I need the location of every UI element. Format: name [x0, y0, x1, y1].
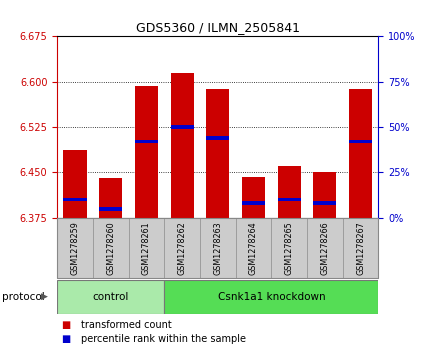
- Bar: [99, 207, 122, 211]
- Bar: [278, 166, 301, 218]
- Text: ■: ■: [62, 320, 71, 330]
- Text: ▶: ▶: [41, 292, 48, 301]
- Text: GSM1278266: GSM1278266: [320, 221, 330, 274]
- Text: transformed count: transformed count: [81, 320, 172, 330]
- Bar: [343, 218, 378, 278]
- Text: GSM1278267: GSM1278267: [356, 221, 365, 275]
- Bar: [57, 280, 164, 314]
- Bar: [206, 136, 229, 140]
- Bar: [99, 179, 122, 218]
- Text: GSM1278262: GSM1278262: [178, 221, 187, 275]
- Bar: [93, 218, 128, 278]
- Bar: [349, 140, 372, 143]
- Bar: [349, 89, 372, 218]
- Text: ■: ■: [62, 334, 71, 344]
- Bar: [200, 218, 236, 278]
- Bar: [236, 218, 271, 278]
- Bar: [128, 218, 164, 278]
- Text: GSM1278264: GSM1278264: [249, 221, 258, 274]
- Bar: [171, 125, 194, 129]
- Bar: [164, 280, 378, 314]
- Bar: [313, 201, 337, 205]
- Bar: [271, 218, 307, 278]
- Bar: [57, 218, 93, 278]
- Bar: [63, 198, 87, 201]
- Title: GDS5360 / ILMN_2505841: GDS5360 / ILMN_2505841: [136, 21, 300, 34]
- Bar: [63, 150, 87, 218]
- Text: Csnk1a1 knockdown: Csnk1a1 knockdown: [217, 292, 325, 302]
- Text: percentile rank within the sample: percentile rank within the sample: [81, 334, 246, 344]
- Text: GSM1278260: GSM1278260: [106, 221, 115, 274]
- Text: GSM1278265: GSM1278265: [285, 221, 293, 275]
- Text: protocol: protocol: [2, 291, 45, 302]
- Text: control: control: [92, 292, 129, 302]
- Text: GSM1278259: GSM1278259: [70, 221, 80, 275]
- Text: GSM1278261: GSM1278261: [142, 221, 151, 274]
- Bar: [171, 73, 194, 218]
- Text: GSM1278263: GSM1278263: [213, 221, 222, 274]
- Bar: [242, 201, 265, 205]
- Bar: [278, 198, 301, 201]
- Bar: [313, 172, 337, 218]
- Bar: [307, 218, 343, 278]
- Bar: [135, 140, 158, 143]
- Bar: [164, 218, 200, 278]
- Bar: [135, 86, 158, 218]
- Bar: [242, 177, 265, 218]
- Bar: [206, 89, 229, 218]
